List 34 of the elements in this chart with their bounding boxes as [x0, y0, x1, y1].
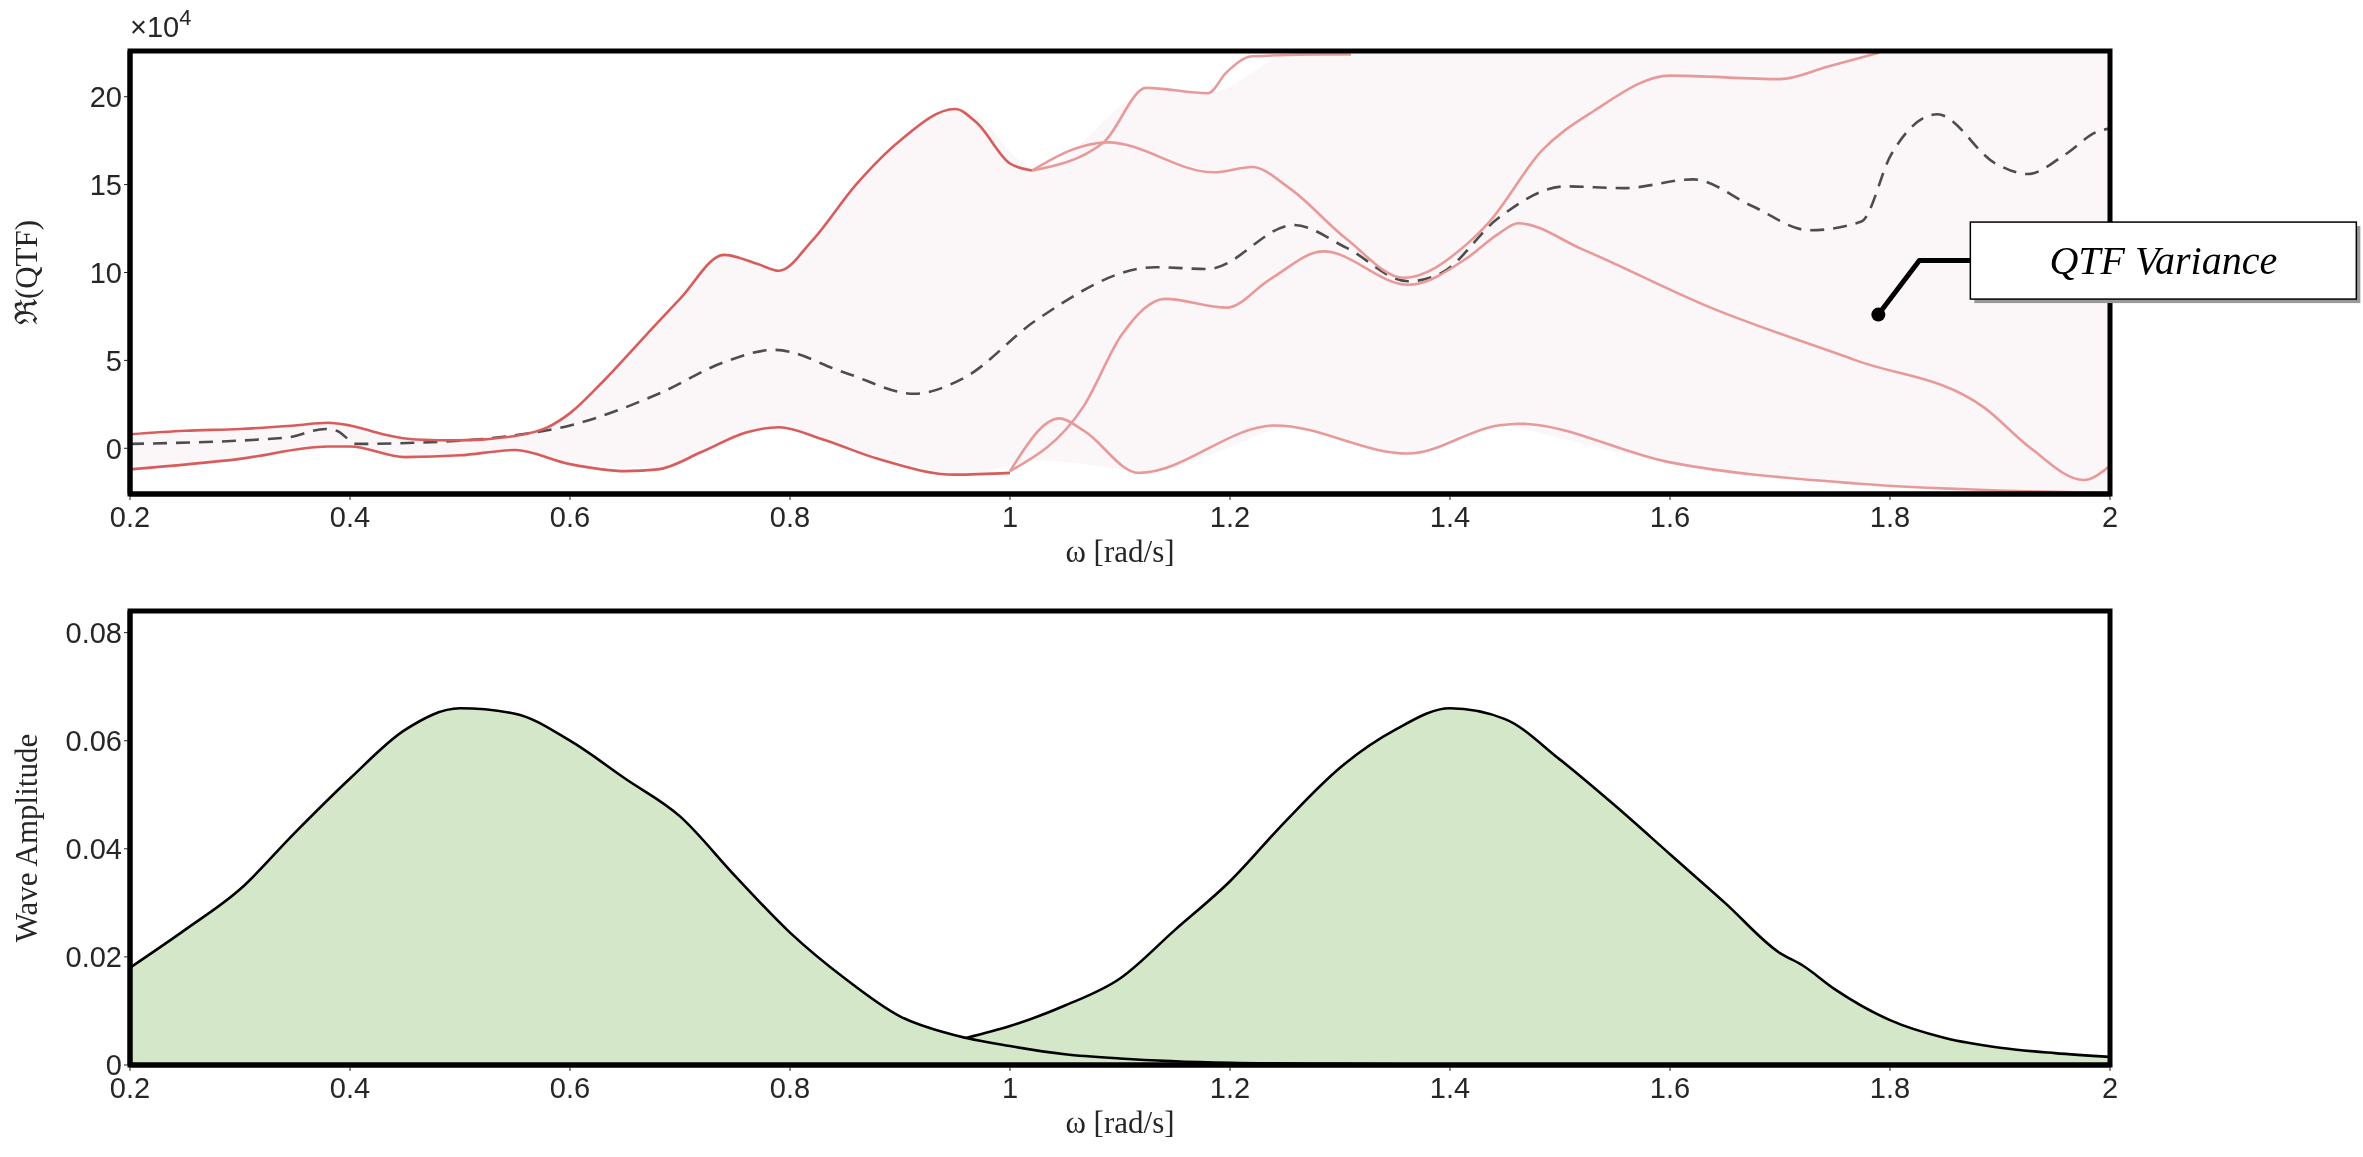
y-tick-label: 0.04 [65, 833, 122, 866]
x-tick-label: 1.6 [1649, 500, 1691, 533]
y-axis-title: Wave Amplitude [9, 733, 45, 943]
text: ×10$^{4}$ [130, 4, 192, 43]
y-tick-label: 15 [89, 168, 122, 201]
x-axis-title: ω [rad/s] [1065, 534, 1175, 569]
x-tick-label: 1.8 [1869, 1071, 1911, 1104]
x-tick-label: 2 [2101, 500, 2119, 533]
x-tick-label: 1 [1001, 500, 1019, 533]
x-tick-label: 1.2 [1209, 1071, 1251, 1104]
annotation: QTF Variance [2049, 237, 2278, 283]
x-tick-label: 0.4 [329, 500, 371, 533]
x-axis-title: ω [rad/s] [1065, 1105, 1175, 1140]
y-tick-label: 5 [105, 344, 122, 377]
x-tick-label: 1.8 [1869, 500, 1911, 533]
y-tick-label: 0.02 [65, 941, 122, 974]
x-tick-label: 1.4 [1429, 500, 1471, 533]
y-axis-title: ℜ(QTF) [9, 219, 45, 326]
x-tick-label: 1 [1001, 1071, 1019, 1104]
x-tick-label: 0.4 [329, 1071, 371, 1104]
x-tick-label: 1.2 [1209, 500, 1251, 533]
x-tick-label: 0.6 [549, 500, 591, 533]
x-tick-label: 1.4 [1429, 1071, 1471, 1104]
y-tick-label: 10 [89, 256, 122, 289]
x-tick-label: 0.8 [769, 1071, 811, 1104]
x-tick-label: 1.6 [1649, 1071, 1691, 1104]
x-tick-label: 0.8 [769, 500, 811, 533]
x-tick-label: 0.6 [549, 1071, 591, 1104]
x-tick-label: 0.2 [109, 500, 151, 533]
y-tick-label: 0.08 [65, 616, 122, 649]
y-tick-label: 0.06 [65, 725, 122, 758]
x-tick-label: 2 [2101, 1071, 2119, 1104]
y-tick-label: 20 [89, 81, 122, 113]
y-tick-label: 0 [105, 432, 122, 465]
